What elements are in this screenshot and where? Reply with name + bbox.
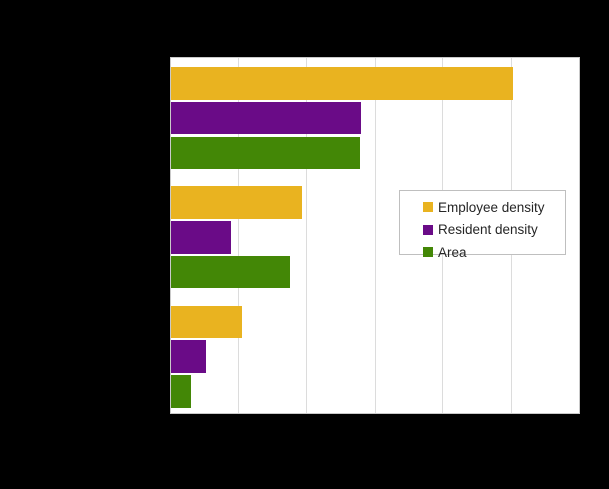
legend-swatch-resident-density-icon [423,224,433,235]
chart-title-area [0,0,609,57]
gridline-1 [238,58,240,413]
gridline-2 [306,58,308,413]
legend-item-area: Area [423,241,565,264]
legend-item-employee-density: Employee density [423,196,565,219]
bar-resident-density-group-2 [171,221,231,254]
legend-label-resident-density: Resident density [438,222,538,238]
legend-label-employee-density: Employee density [438,199,545,215]
bar-resident-density-group-1 [171,101,361,135]
x-axis-labels-area [0,415,609,489]
plot-area: Employee density Resident density Area [170,57,580,414]
bar-employee-density-group-1 [171,67,514,100]
bar-area-group-1 [171,136,361,169]
legend-label-area: Area [438,244,467,260]
y-axis-category-labels-area [0,57,170,414]
legend-swatch-area-icon [423,247,433,258]
bar-area-group-2 [171,255,290,289]
bar-resident-density-group-3 [171,340,207,373]
bar-employee-density-group-3 [171,305,242,338]
legend-swatch-employee-density-icon [423,202,433,213]
legend: Employee density Resident density Area [399,190,566,260]
bar-employee-density-group-2 [171,186,302,219]
bar-area-group-3 [171,375,191,408]
legend-item-resident-density: Resident density [423,219,565,242]
gridline-3 [374,58,376,413]
